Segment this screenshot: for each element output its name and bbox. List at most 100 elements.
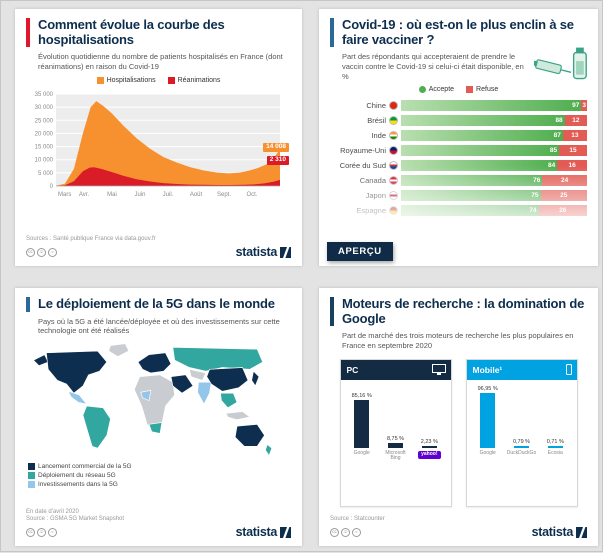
statista-wordmark: statista xyxy=(235,245,278,259)
stacked-bar: 76 24 xyxy=(401,174,587,186)
license-icons: cc ☺ = xyxy=(26,247,57,257)
map-region-new-zealand xyxy=(265,444,273,457)
cc-by-icon[interactable]: ☺ xyxy=(341,527,350,537)
vaccine-row: Chine 97 3 xyxy=(330,99,587,111)
bar-value: 0,71 % xyxy=(546,439,564,446)
stacked-bar: 97 3 xyxy=(401,99,587,111)
chart-legend: Accepte Refuse xyxy=(330,86,587,94)
vaccine-row: Canada 76 24 xyxy=(330,174,587,186)
card-title: Moteurs de recherche : la domination de … xyxy=(330,296,587,327)
country-label: Canada xyxy=(359,175,386,185)
bar xyxy=(421,446,437,448)
map-region-middle-east xyxy=(170,374,194,394)
legend-label: Hospitalisations xyxy=(106,76,156,84)
bar-box: 2,23 % xyxy=(421,386,438,448)
bar-value: 8,75 % xyxy=(386,435,405,442)
legend-item: Refuse xyxy=(466,86,498,94)
bar-column: 96,95 % Google xyxy=(473,386,503,464)
svg-text:Juil.: Juil. xyxy=(163,192,174,198)
panel-header: Mobile¹ xyxy=(466,359,577,380)
card-footer: cc ☺ = statista xyxy=(330,525,587,539)
refuse-segment: 25 xyxy=(540,189,587,201)
cc-license-icon[interactable]: cc xyxy=(330,527,339,537)
statista-logo-mark xyxy=(280,526,291,538)
statista-logo-mark xyxy=(576,526,587,538)
map-legend: Lancement commercial de la 5G Déploiement… xyxy=(28,463,291,489)
bar-value: 96,95 % xyxy=(477,386,498,393)
cc-by-icon[interactable]: ☺ xyxy=(37,527,46,537)
map-region-west-africa xyxy=(140,390,152,402)
map-region-india xyxy=(197,381,212,405)
cc-nd-icon[interactable]: = xyxy=(352,527,361,537)
refuse-segment: 3 xyxy=(581,99,587,111)
legend-swatch xyxy=(418,86,426,94)
panel-label: Mobile¹ xyxy=(472,364,503,375)
accept-segment: 75 xyxy=(401,189,541,201)
statista-logo: statista xyxy=(236,245,291,259)
legend-swatch xyxy=(167,76,175,84)
cc-license-icon[interactable]: cc xyxy=(26,247,35,257)
bar xyxy=(547,446,563,448)
stacked-bar: 74 26 xyxy=(401,204,587,216)
cc-nd-icon[interactable]: = xyxy=(48,247,57,257)
date-note: En date d'avril 2020 xyxy=(26,509,79,515)
stacked-bar: 88 12 xyxy=(401,114,587,126)
svg-text:Mars: Mars xyxy=(58,192,71,198)
source-line: Source : Statcounter xyxy=(330,516,385,522)
stacked-bar: 75 25 xyxy=(401,189,587,201)
map-region-japan xyxy=(251,370,260,387)
map-region-south-america xyxy=(82,405,111,449)
preview-badge[interactable]: APERÇU xyxy=(327,242,393,261)
legend-label: Investissements dans la 5G xyxy=(38,481,118,489)
cc-license-icon[interactable]: cc xyxy=(26,527,35,537)
flag-icon xyxy=(389,175,398,185)
infographic-card-hospitalisations[interactable]: Comment évolue la courbe des hospitalisa… xyxy=(15,9,302,266)
bar-box: 0,71 % xyxy=(547,386,564,448)
panel-label: PC xyxy=(346,364,359,375)
legend-label: Réanimations xyxy=(177,76,221,84)
map-region-europe xyxy=(137,352,172,374)
panel-header: PC xyxy=(340,359,451,380)
country-label: Chine xyxy=(366,100,386,110)
search-share-chart: PC 85,16 % Google 8,75 % Microsoft Bing 2,23 … xyxy=(330,358,587,507)
end-value-label: 14 008 xyxy=(263,142,289,153)
legend-swatch xyxy=(28,481,35,489)
bar-column: 85,16 % Google xyxy=(347,386,377,464)
country-label: Corée du Sud xyxy=(339,160,386,170)
country-label: Inde xyxy=(371,130,386,140)
country-label: Brésil xyxy=(367,115,386,125)
vaccine-row: Royaume-Uni 85 15 xyxy=(330,144,587,156)
brand-label: DuckDuckGo xyxy=(506,449,537,456)
accept-segment: 76 xyxy=(401,174,543,186)
refuse-segment: 16 xyxy=(557,159,587,171)
svg-text:25 000: 25 000 xyxy=(35,118,54,124)
flag-icon xyxy=(389,100,398,110)
legend-swatch xyxy=(466,86,474,94)
infographic-card-vaccination[interactable]: Covid-19 : où est-on le plus enclin à se… xyxy=(319,9,598,266)
infographic-card-search-engines[interactable]: Moteurs de recherche : la domination de … xyxy=(319,288,598,546)
map-region-russia xyxy=(172,347,264,372)
legend-swatch xyxy=(96,76,104,84)
accept-segment: 74 xyxy=(401,204,539,216)
legend-swatch xyxy=(28,472,35,480)
stacked-bar: 84 16 xyxy=(401,159,587,171)
world-map-5g xyxy=(26,340,291,461)
refuse-segment: 13 xyxy=(562,129,587,141)
syringe-illustration xyxy=(534,47,587,80)
cc-by-icon[interactable]: ☺ xyxy=(37,247,46,257)
stacked-bar: 85 15 xyxy=(401,144,587,156)
end-value-label: 2 310 xyxy=(266,155,289,166)
map-region-north-america xyxy=(45,350,108,394)
panel-bars: 85,16 % Google 8,75 % Microsoft Bing 2,23 % y… xyxy=(341,380,451,467)
bar-box: 96,95 % xyxy=(478,386,498,448)
cc-nd-icon[interactable]: = xyxy=(48,527,57,537)
bar-box: 0,79 % xyxy=(513,386,530,448)
svg-text:30 000: 30 000 xyxy=(35,105,54,111)
infographic-card-5g[interactable]: Le déploiement de la 5G dans le monde Pa… xyxy=(15,288,302,546)
bar xyxy=(480,393,496,448)
bar-column: 0,71 % Ecosia xyxy=(540,386,570,464)
bar-column: 2,23 % yahoo! xyxy=(414,386,444,464)
area-chart-svg: 35 000 30 000 25 000 20 000 15 000 10 000 5 00… xyxy=(35,92,280,198)
legend-label: Accepte xyxy=(428,86,455,94)
